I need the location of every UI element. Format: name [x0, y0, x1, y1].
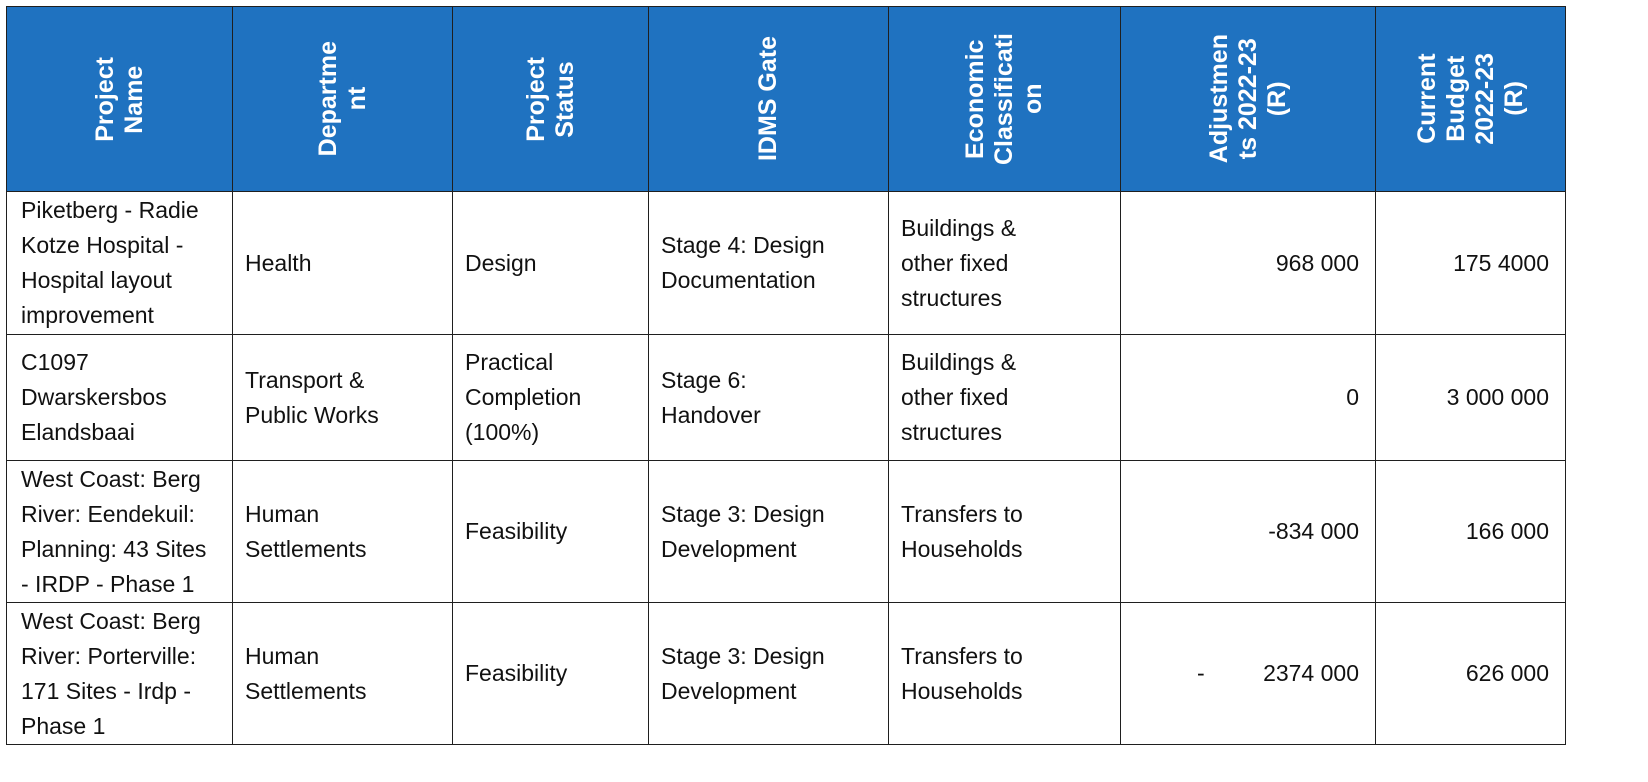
cell-project-name: Piketberg - Radie Kotze Hospital - Hospi… — [6, 191, 233, 335]
column-header-idms-gate: IDMS Gate — [648, 6, 889, 192]
column-header-label: Project Name — [90, 56, 148, 142]
column-header-label: Current Budget 2022-23 (R) — [1412, 53, 1528, 145]
adjustment-value: 0 — [1346, 384, 1359, 410]
table-row: C1097 Dwarskersbos Elandsbaai Transport … — [6, 334, 1566, 461]
column-header-label: Project Status — [521, 56, 579, 142]
cell-project-status: Practical Completion (100%) — [452, 334, 649, 461]
column-header-label: Economic Classificati on — [961, 32, 1047, 165]
column-header-label: IDMS Gate — [754, 36, 782, 162]
cell-economic-classification: Buildings & other fixed structures — [888, 334, 1121, 461]
column-header-label: Departme nt — [313, 41, 371, 157]
cell-idms-gate: Stage 3: Design Development — [648, 460, 889, 603]
adjustment-sign: - — [1197, 660, 1205, 686]
cell-adjustments: 968 000 — [1120, 191, 1376, 335]
cell-project-status: Feasibility — [452, 602, 649, 745]
cell-department: Health — [232, 191, 453, 335]
cell-economic-classification: Transfers to Households — [888, 460, 1121, 603]
cell-current-budget: 175 4000 — [1375, 191, 1566, 335]
cell-economic-classification: Buildings & other fixed structures — [888, 191, 1121, 335]
column-header-label: Adjustmen ts 2022-23 (R) — [1204, 34, 1291, 164]
table-row: Piketberg - Radie Kotze Hospital - Hospi… — [6, 191, 1566, 335]
header-row: Project Name Departme nt Project Status … — [6, 6, 1566, 192]
cell-current-budget: 3 000 000 — [1375, 334, 1566, 461]
cell-idms-gate: Stage 6: Handover — [648, 334, 889, 461]
cell-current-budget: 166 000 — [1375, 460, 1566, 603]
cell-project-status: Design — [452, 191, 649, 335]
adjustment-value: 2374 000 — [1263, 660, 1359, 686]
column-header-adjustments: Adjustmen ts 2022-23 (R) — [1120, 6, 1376, 192]
cell-project-name: West Coast: Berg River: Eendekuil: Plann… — [6, 460, 233, 603]
column-header-economic-classification: Economic Classificati on — [888, 6, 1121, 192]
column-header-project-status: Project Status — [452, 6, 649, 192]
cell-department: Transport & Public Works — [232, 334, 453, 461]
cell-economic-classification: Transfers to Households — [888, 602, 1121, 745]
cell-project-name: C1097 Dwarskersbos Elandsbaai — [6, 334, 233, 461]
cell-idms-gate: Stage 4: Design Documentation — [648, 191, 889, 335]
cell-department: Human Settlements — [232, 460, 453, 603]
adjustment-value: 968 000 — [1275, 249, 1359, 276]
cell-idms-gate: Stage 3: Design Development — [648, 602, 889, 745]
cell-adjustments: - 2374 000 — [1120, 602, 1376, 745]
table-row: West Coast: Berg River: Eendekuil: Plann… — [6, 460, 1566, 603]
cell-adjustments: 0 — [1120, 334, 1376, 461]
cell-adjustments: -834 000 — [1120, 460, 1376, 603]
table-row: West Coast: Berg River: Porterville: 171… — [6, 602, 1566, 745]
cell-current-budget: 626 000 — [1375, 602, 1566, 745]
cell-project-status: Feasibility — [452, 460, 649, 603]
adjustment-value: -834 000 — [1268, 518, 1359, 544]
column-header-department: Departme nt — [232, 6, 453, 192]
cell-department: Human Settlements — [232, 602, 453, 745]
column-header-current-budget: Current Budget 2022-23 (R) — [1375, 6, 1566, 192]
column-header-project-name: Project Name — [6, 6, 233, 192]
projects-table: Project Name Departme nt Project Status … — [6, 6, 1566, 745]
cell-project-name: West Coast: Berg River: Porterville: 171… — [6, 602, 233, 745]
